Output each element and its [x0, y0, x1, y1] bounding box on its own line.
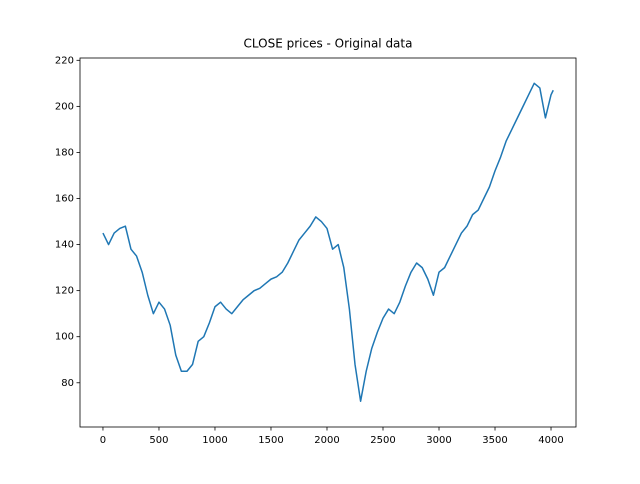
x-tick-label: 1000 [202, 435, 227, 446]
x-tick-label: 3500 [482, 435, 507, 446]
chart-title: CLOSE prices - Original data [244, 37, 413, 51]
x-tick-label: 500 [149, 435, 168, 446]
plot-frame [79, 57, 577, 428]
x-tick-label: 4000 [538, 435, 563, 446]
x-tick-label: 0 [100, 435, 106, 446]
x-tick-label: 3000 [426, 435, 451, 446]
y-tick-label: 100 [55, 332, 74, 343]
x-tick-label: 2500 [370, 435, 395, 446]
y-tick-label: 160 [55, 194, 74, 205]
y-tick-label: 200 [55, 101, 74, 112]
y-tick-label: 120 [55, 286, 74, 297]
y-tick-label: 80 [61, 378, 74, 389]
y-tick-label: 180 [55, 147, 74, 158]
y-tick-label: 220 [55, 55, 74, 66]
y-tick-label: 140 [55, 240, 74, 251]
x-tick-label: 2000 [314, 435, 339, 446]
x-tick-label: 1500 [258, 435, 283, 446]
line-series [102, 82, 554, 402]
